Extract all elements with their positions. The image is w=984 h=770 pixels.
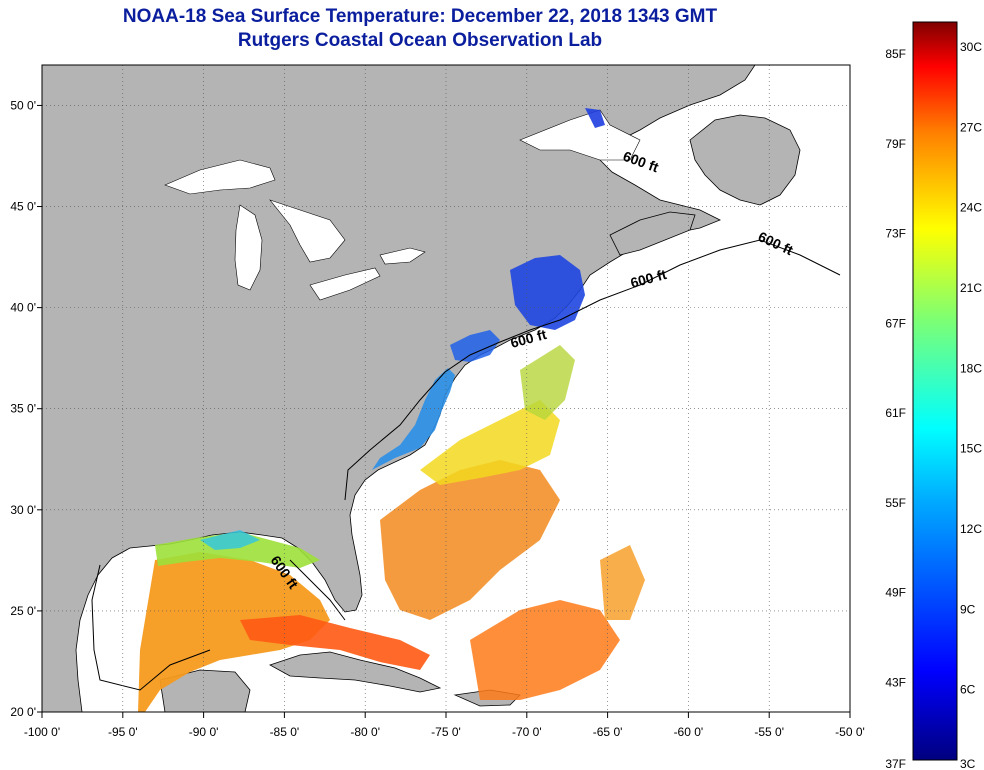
sst-atlantic-warm-3: [600, 545, 645, 620]
sst-gulf-cool: [155, 532, 320, 568]
colorbar-c-label: 12C: [960, 522, 982, 536]
x-tick-label: -75 0': [431, 725, 461, 739]
x-tick-label: -90 0': [189, 725, 219, 739]
sst-atlantic-warm-2: [470, 600, 620, 700]
colorbar-celsius-labels: 30C 27C 24C 21C 18C 15C 12C 9C 6C 3C: [960, 40, 982, 770]
colorbar-f-label: 55F: [885, 496, 906, 510]
map-subtitle: Rutgers Coastal Ocean Observation Lab: [237, 30, 603, 51]
y-tick-label: 45 0': [10, 200, 36, 214]
colorbar-f-label: 43F: [885, 675, 906, 689]
y-tick-label: 20 0': [10, 705, 36, 719]
colorbar-c-label: 27C: [960, 120, 982, 134]
sst-gulf-warm: [138, 552, 330, 712]
x-tick-label: -95 0': [108, 725, 138, 739]
sst-nj-cold: [450, 330, 500, 362]
y-axis-ticks: 50 0' 45 0' 40 0' 35 0' 30 0' 25 0' 20 0': [10, 98, 42, 719]
colorbar-fahrenheit-labels: 85F 79F 73F 67F 61F 55F 49F 43F 37F: [885, 47, 906, 770]
sst-atlantic-yellow: [420, 400, 560, 485]
sst-gulf-maine-cold: [510, 255, 585, 330]
x-tick-label: -65 0': [593, 725, 623, 739]
gulf-st-lawrence: [519, 109, 641, 161]
x-tick-label: -50 0': [835, 725, 865, 739]
colorbar-f-label: 49F: [885, 586, 906, 600]
x-tick-label: -85 0': [270, 725, 300, 739]
sst-florida-warm: [240, 615, 430, 670]
y-tick-label: 35 0': [10, 402, 36, 416]
x-tick-label: -100 0': [24, 725, 60, 739]
map-title: NOAA-18 Sea Surface Temperature: Decembe…: [122, 6, 718, 27]
sst-st-lawrence-cold: [585, 108, 605, 128]
colorbar-c-label: 24C: [960, 201, 982, 215]
colorbar-f-label: 67F: [885, 316, 906, 330]
sst-atlantic-green: [520, 345, 575, 420]
x-tick-label: -55 0': [754, 725, 784, 739]
colorbar-f-label: 79F: [885, 137, 906, 151]
lake-michigan: [234, 204, 263, 291]
colorbar-c-label: 3C: [960, 757, 976, 770]
colorbar-c-label: 18C: [960, 361, 982, 375]
y-tick-label: 25 0': [10, 604, 36, 618]
y-tick-label: 40 0': [10, 301, 36, 315]
colorbar-c-label: 30C: [960, 40, 982, 54]
x-tick-label: -60 0': [674, 725, 704, 739]
map-gridlines: [42, 65, 850, 712]
yucatan-land: [159, 669, 251, 712]
y-tick-label: 50 0': [10, 98, 36, 112]
colorbar-c-label: 9C: [960, 602, 976, 616]
x-tick-label: -80 0': [350, 725, 380, 739]
lake-ontario: [379, 247, 426, 265]
lake-huron: [269, 199, 346, 263]
colorbar-f-label: 61F: [885, 406, 906, 420]
lake-superior: [164, 159, 276, 195]
nova-scotia-land: [609, 211, 696, 256]
cuba-land: [269, 651, 442, 693]
lake-erie: [309, 267, 381, 301]
colorbar-c-label: 6C: [960, 683, 976, 697]
colorbar: [912, 21, 958, 761]
newfoundland-land: [689, 114, 801, 206]
colorbar-c-label: 15C: [960, 442, 982, 456]
colorbar-f-label: 37F: [885, 757, 906, 770]
sst-atlantic-warm-1: [380, 460, 560, 620]
depth-contour-600ft: [91, 239, 841, 691]
y-tick-label: 30 0': [10, 503, 36, 517]
sst-coastal-cold: [372, 368, 455, 470]
colorbar-f-label: 73F: [885, 227, 906, 241]
sst-gulf-cold: [200, 530, 260, 550]
colorbar-f-label: 85F: [885, 47, 906, 61]
x-tick-label: -70 0': [512, 725, 542, 739]
x-axis-ticks: -100 0' -95 0' -90 0' -85 0' -80 0' -75 0' -70…: [24, 712, 865, 739]
colorbar-c-label: 21C: [960, 281, 982, 295]
